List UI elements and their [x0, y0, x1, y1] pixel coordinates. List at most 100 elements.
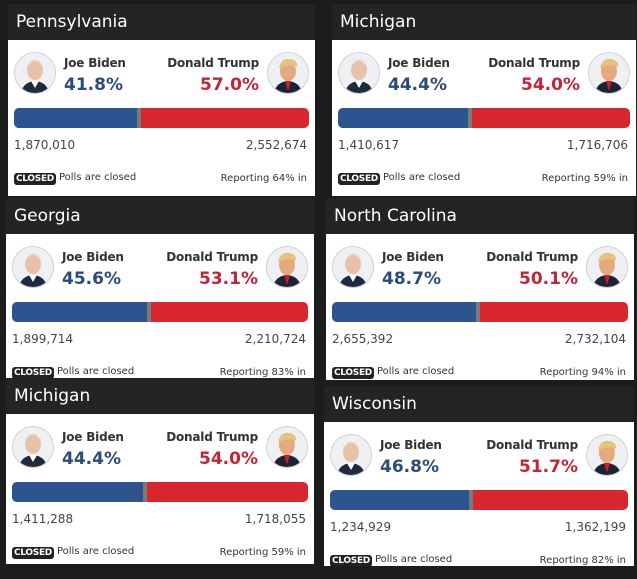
- trump-portrait-icon: [588, 52, 630, 94]
- biden-portrait-icon: [330, 434, 372, 476]
- rep-name: Donald Trump: [488, 56, 580, 70]
- rep-name: Donald Trump: [166, 250, 258, 264]
- dem-percent: 44.4%: [388, 75, 447, 95]
- status-footer: CLOSED Polls are closed Reporting 82% in: [330, 554, 626, 566]
- polls-status: Polls are closed: [56, 366, 135, 377]
- closed-badge: CLOSED: [14, 172, 56, 185]
- dem-share-fill: [12, 482, 148, 502]
- dem-name: Joe Biden: [62, 430, 124, 444]
- closed-badge: CLOSED: [330, 554, 372, 566]
- state-title: Wisconsin: [324, 386, 634, 422]
- polls-status: Polls are closed: [58, 172, 137, 183]
- dem-votes: 1,411,288: [12, 512, 74, 526]
- polls-status: Polls are closed: [374, 554, 453, 565]
- status-footer: CLOSED Polls are closed Reporting 64% in: [14, 172, 307, 186]
- rep-votes: 2,552,674: [245, 138, 307, 152]
- dem-percent: 46.8%: [380, 457, 439, 477]
- polls-status: Polls are closed: [382, 172, 461, 183]
- dem-name: Joe Biden: [380, 438, 442, 452]
- rep-percent: 53.1%: [199, 269, 258, 289]
- dem-name: Joe Biden: [64, 56, 126, 70]
- dem-name: Joe Biden: [382, 250, 444, 264]
- closed-badge: CLOSED: [12, 366, 54, 379]
- dem-percent: 44.4%: [62, 449, 121, 469]
- dem-percent: 45.6%: [62, 269, 121, 289]
- rep-name: Donald Trump: [486, 250, 578, 264]
- state-title: Pennsylvania: [8, 4, 315, 40]
- reporting-status: Reporting 59% in: [541, 173, 628, 184]
- dem-candidate: Joe Biden 44.4%: [12, 426, 160, 472]
- rep-votes: 1,718,055: [244, 512, 306, 526]
- status-footer: CLOSED Polls are closed Reporting 94% in: [332, 366, 626, 380]
- rep-candidate: Donald Trump 54.0%: [484, 52, 630, 98]
- trump-portrait-icon: [266, 426, 308, 468]
- state-title: Georgia: [6, 198, 314, 234]
- biden-portrait-icon: [332, 246, 374, 288]
- dem-votes: 1,234,929: [330, 520, 392, 534]
- status-footer: CLOSED Polls are closed Reporting 59% in: [338, 172, 628, 186]
- vote-share-bar: [338, 108, 630, 128]
- rep-name: Donald Trump: [486, 438, 578, 452]
- dem-candidate: Joe Biden 48.7%: [332, 246, 480, 292]
- dem-candidate: Joe Biden 46.8%: [330, 434, 479, 480]
- state-title: North Carolina: [326, 198, 634, 234]
- status-footer: CLOSED Polls are closed Reporting 83% in: [12, 366, 306, 380]
- dem-votes: 1,899,714: [12, 332, 74, 346]
- reporting-status: Reporting 83% in: [219, 367, 306, 378]
- rep-candidate: Donald Trump 54.0%: [160, 426, 308, 472]
- vote-share-bar: [12, 302, 308, 322]
- state-card-michigan-2: Michigan Joe Biden 44.4% Donald Trump 54…: [6, 378, 314, 564]
- state-card-north-carolina: North Carolina Joe Biden 48.7% Donald Tr…: [326, 198, 634, 380]
- dem-votes: 1,410,617: [338, 138, 400, 152]
- closed-badge: CLOSED: [338, 172, 380, 185]
- biden-portrait-icon: [12, 246, 54, 288]
- biden-portrait-icon: [338, 52, 380, 94]
- vote-share-bar: [12, 482, 308, 502]
- rep-candidate: Donald Trump 57.0%: [162, 52, 309, 98]
- state-card-georgia: Georgia Joe Biden 45.6% Donald Trump 53.…: [6, 198, 314, 380]
- biden-portrait-icon: [14, 52, 56, 94]
- closed-badge: CLOSED: [332, 366, 374, 379]
- reporting-status: Reporting 82% in: [539, 555, 626, 566]
- reporting-status: Reporting 59% in: [219, 547, 306, 558]
- state-card-wisconsin: Wisconsin Joe Biden 46.8% Donald Trump 5…: [324, 386, 634, 566]
- reporting-status: Reporting 94% in: [539, 367, 626, 378]
- state-title: Michigan: [6, 378, 314, 414]
- rep-votes: 1,362,199: [564, 520, 626, 534]
- dem-candidate: Joe Biden 44.4%: [338, 52, 484, 98]
- dem-share-fill: [332, 302, 481, 322]
- state-card-pennsylvania: Pennsylvania Joe Biden 41.8% Donald Trum…: [8, 4, 315, 196]
- dem-candidate: Joe Biden 41.8%: [14, 52, 161, 98]
- dem-votes: 1,870,010: [14, 138, 76, 152]
- rep-name: Donald Trump: [167, 56, 259, 70]
- rep-percent: 54.0%: [199, 449, 258, 469]
- closed-badge: CLOSED: [12, 546, 54, 559]
- rep-votes: 2,210,724: [244, 332, 306, 346]
- dem-share-fill: [14, 108, 142, 128]
- rep-votes: 1,716,706: [566, 138, 628, 152]
- dem-share-fill: [338, 108, 472, 128]
- dem-name: Joe Biden: [62, 250, 124, 264]
- dem-candidate: Joe Biden 45.6%: [12, 246, 160, 292]
- dem-votes: 2,655,392: [332, 332, 394, 346]
- status-footer: CLOSED Polls are closed Reporting 59% in: [12, 546, 306, 560]
- polls-status: Polls are closed: [56, 546, 135, 557]
- vote-share-bar: [330, 490, 628, 510]
- trump-portrait-icon: [586, 434, 628, 476]
- rep-candidate: Donald Trump 51.7%: [479, 434, 628, 480]
- state-card-michigan: Michigan Joe Biden 44.4% Donald Trump 54…: [332, 4, 636, 196]
- biden-portrait-icon: [12, 426, 54, 468]
- trump-portrait-icon: [586, 246, 628, 288]
- vote-share-bar: [14, 108, 309, 128]
- rep-candidate: Donald Trump 53.1%: [160, 246, 308, 292]
- vote-share-bar: [332, 302, 628, 322]
- dem-share-fill: [330, 490, 474, 510]
- dem-percent: 41.8%: [64, 75, 123, 95]
- reporting-status: Reporting 64% in: [220, 173, 307, 184]
- state-title: Michigan: [332, 4, 636, 40]
- rep-candidate: Donald Trump 50.1%: [480, 246, 628, 292]
- dem-name: Joe Biden: [388, 56, 450, 70]
- rep-percent: 54.0%: [521, 75, 580, 95]
- polls-status: Polls are closed: [376, 366, 455, 377]
- dem-share-fill: [12, 302, 151, 322]
